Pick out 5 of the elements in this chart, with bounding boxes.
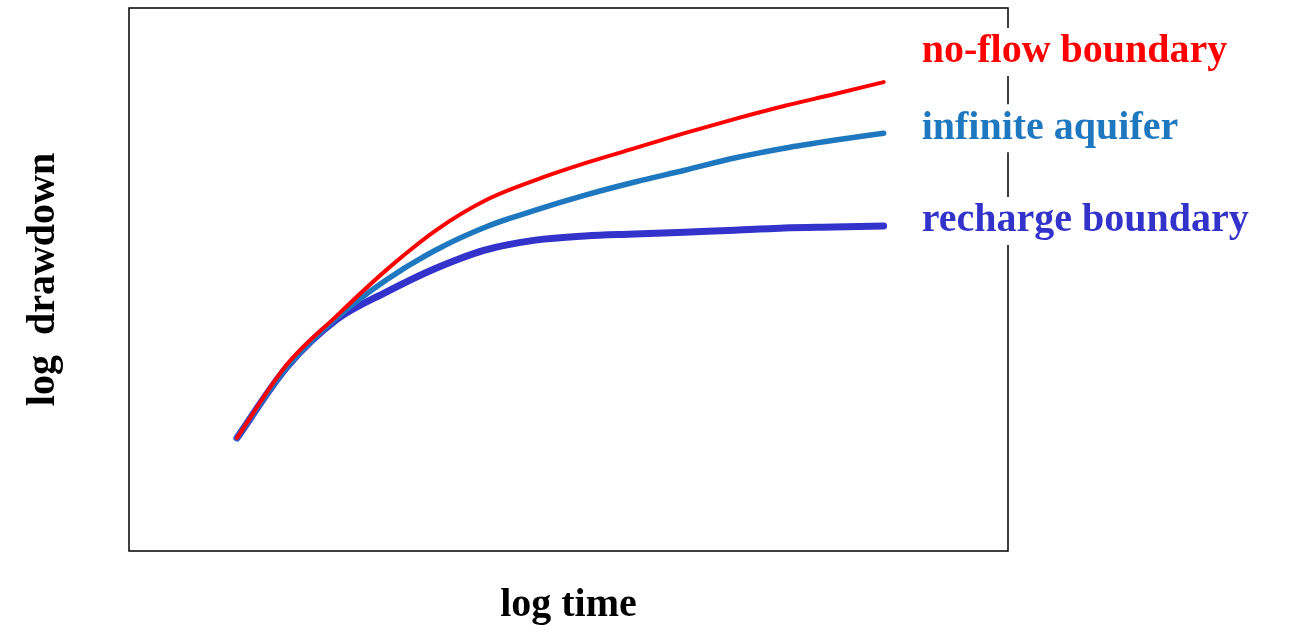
x-axis-title: log time xyxy=(500,580,637,626)
series-label: infinite aquifer xyxy=(921,102,1179,148)
y-axis-title: log drawdown xyxy=(18,152,64,407)
series-label: no-flow boundary xyxy=(921,26,1228,72)
series-label: recharge boundary xyxy=(921,195,1249,241)
